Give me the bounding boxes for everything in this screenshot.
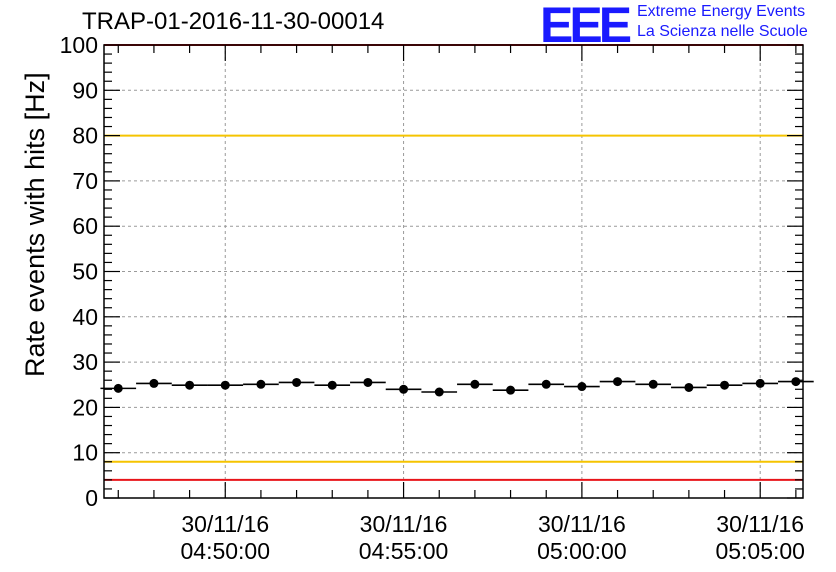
y-tick-label: 20 [72,394,98,420]
y-tick-label: 60 [72,213,98,239]
y-tick-label: 80 [72,123,98,149]
y-tick-label: 30 [72,349,98,375]
y-tick-label: 50 [72,259,98,285]
data-point [363,377,373,387]
x-tick-label-date: 30/11/16 [538,511,626,537]
y-tick-label: 10 [72,440,98,466]
data-point [613,377,623,387]
data-point [506,385,516,395]
data-point [292,377,302,387]
x-tick-label-date: 30/11/16 [360,511,448,537]
data-point [791,377,801,387]
data-point [256,379,266,389]
eee-logo: EEE [540,0,632,53]
data-point [434,387,444,397]
data-point [220,380,230,390]
x-tick-label-time: 05:05:00 [715,538,805,564]
x-tick-label-date: 30/11/16 [181,511,269,537]
data-point [185,380,195,390]
logo-text-line1: Extreme Energy Events [637,3,806,20]
x-tick-label-time: 04:50:00 [180,538,270,564]
data-point [755,378,765,388]
x-tick-label-date: 30/11/16 [716,511,804,537]
data-point [648,379,658,389]
data-point [470,379,480,389]
data-point [149,378,159,388]
y-tick-label: 0 [85,485,98,511]
data-point [113,383,123,393]
data-point [327,380,337,390]
data-point [541,379,551,389]
data-point [720,380,730,390]
logo-text-line2: La Scienza nelle Scuole [637,23,808,40]
x-tick-label-time: 05:00:00 [537,538,627,564]
y-tick-label: 90 [72,77,98,103]
data-point [684,382,694,392]
data-point [577,382,587,392]
chart-title: TRAP-01-2016-11-30-00014 [82,8,385,35]
y-axis-label: Rate events with hits [Hz] [20,72,50,377]
x-tick-label-time: 04:55:00 [359,538,449,564]
y-tick-label: 70 [72,168,98,194]
y-tick-label: 100 [60,32,98,58]
y-tick-label: 40 [72,304,98,330]
data-point [399,384,409,394]
